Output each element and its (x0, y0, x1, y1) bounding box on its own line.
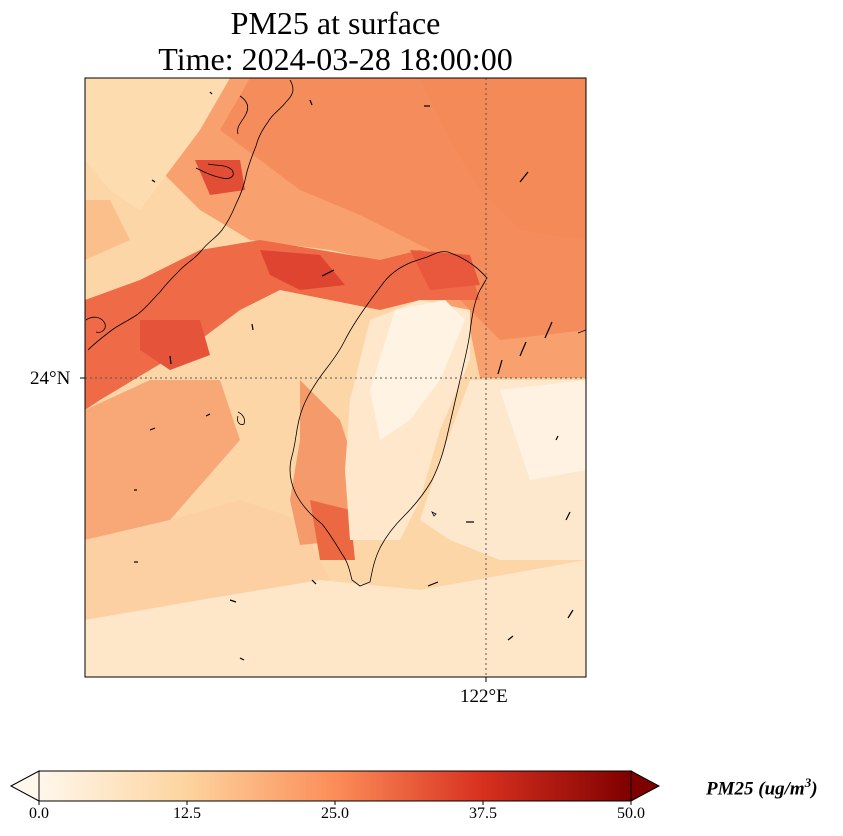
colorbar-tick: 12.5 (173, 805, 201, 822)
latitude-label: 24°N (30, 368, 71, 389)
colorbar-tick: 25.0 (321, 805, 349, 822)
map-title: PM25 at surface (230, 5, 441, 41)
colorbar-tick: 0.0 (29, 805, 49, 822)
graticule (85, 78, 586, 677)
colorbar-label: PM25 (ug/m3) (706, 775, 818, 800)
colorbar (9, 770, 661, 805)
colorbar-gradient (38, 770, 632, 802)
coastline (85, 79, 586, 587)
map-panel (80, 77, 587, 682)
map-time-subtitle: Time: 2024-03-28 18:00:00 (158, 41, 513, 77)
colorbar-min-extend (9, 770, 40, 802)
wind-vectors (134, 91, 574, 661)
colorbar-tick: 37.5 (469, 805, 497, 822)
colorbar-tick: 50.0 (617, 805, 645, 822)
colorbar-max-extend (630, 770, 661, 802)
longitude-label: 122°E (460, 686, 508, 707)
pm25-field (85, 78, 586, 677)
